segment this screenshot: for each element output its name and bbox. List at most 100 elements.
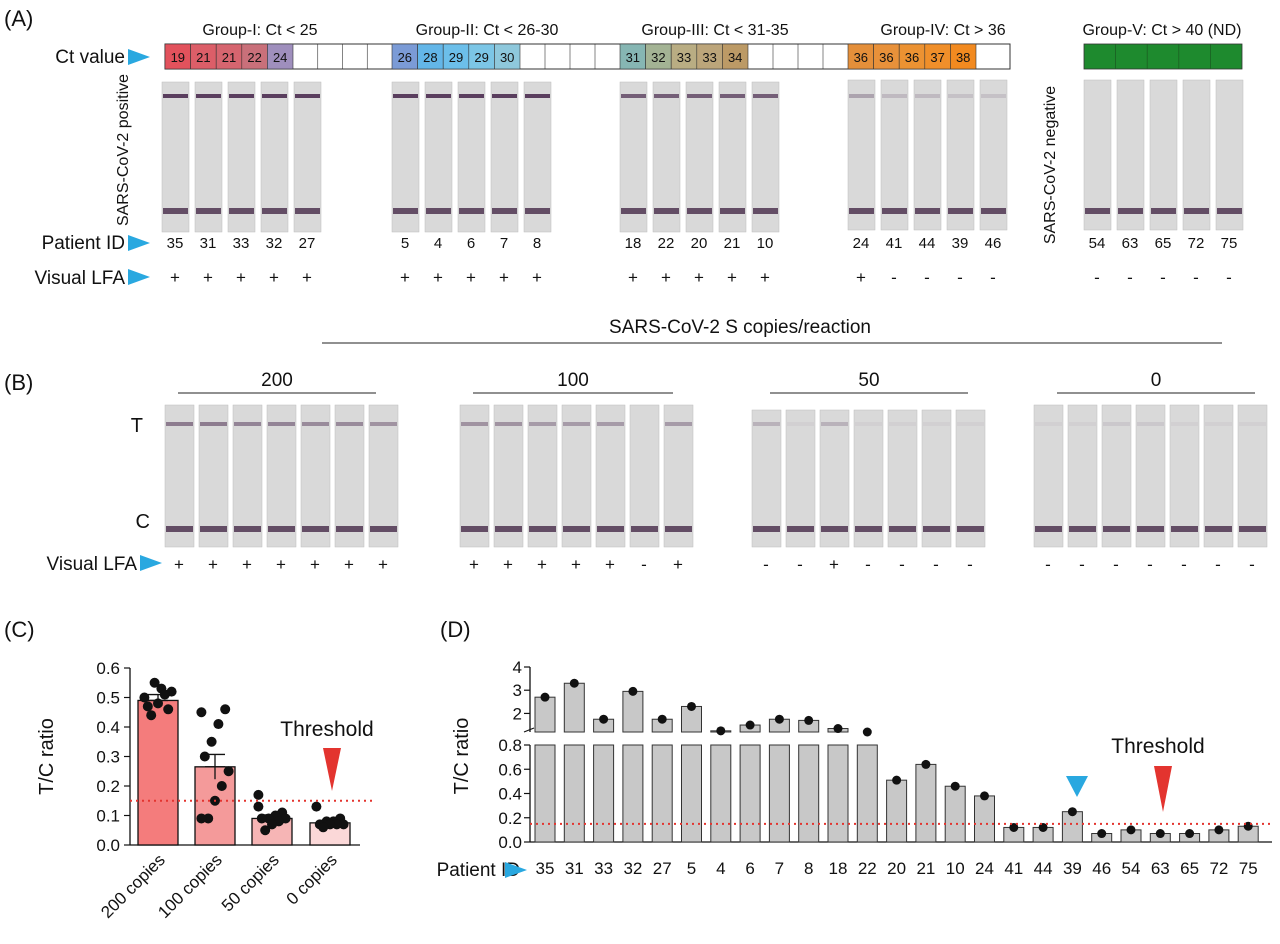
control-line — [461, 526, 488, 532]
control-line — [234, 526, 261, 532]
y-tick-label-d: 0.2 — [498, 809, 522, 828]
strip-b-g3-2 — [785, 409, 816, 548]
visual-lfa-value: - — [924, 268, 930, 287]
patient-id-tick: 31 — [565, 859, 584, 878]
visual-lfa-value-b: - — [1079, 555, 1085, 574]
data-point — [311, 801, 322, 812]
control-line — [1035, 526, 1062, 532]
patient-39-arrow-icon — [1066, 776, 1088, 797]
threshold-arrow-icon — [323, 748, 341, 791]
control-line — [849, 208, 874, 214]
ct-cell-value: 24 — [273, 50, 287, 65]
visual-lfa-value-b: + — [537, 555, 547, 574]
strip-b-g4-4 — [1135, 404, 1166, 548]
patient-id-value: 18 — [625, 235, 642, 252]
data-point-d — [921, 759, 931, 769]
strip-b-g1-3 — [232, 404, 263, 548]
strip-body — [300, 404, 331, 548]
bar-d-lower — [798, 744, 820, 843]
y-tick-label-c: 0.2 — [96, 777, 120, 796]
control-line — [882, 208, 907, 214]
patient-id-tick: 75 — [1239, 859, 1258, 878]
data-point — [199, 751, 210, 762]
visual-lfa-value-b: - — [1045, 555, 1051, 574]
patient-id-tick: 20 — [887, 859, 906, 878]
test-line — [495, 422, 522, 426]
control-line — [262, 208, 287, 214]
strip-b-g1-7 — [368, 404, 399, 548]
strip-body — [368, 404, 399, 548]
ct-cell-value: 29 — [449, 50, 463, 65]
bar-d-lower — [593, 744, 615, 843]
test-line — [1205, 422, 1232, 426]
strip-a-g4-2 — [880, 79, 909, 231]
group-title-1: Group-I: Ct < 25 — [202, 22, 317, 39]
data-point-d — [862, 727, 872, 737]
strip-a-g3-1 — [619, 81, 648, 233]
test-line — [461, 422, 488, 426]
test-line — [1035, 422, 1062, 426]
strip-body — [391, 81, 420, 233]
control-line — [563, 526, 590, 532]
test-line — [687, 94, 712, 98]
test-line — [563, 422, 590, 426]
panel-label-b: (B) — [4, 370, 33, 395]
ct-cell — [417, 43, 444, 70]
data-point-d — [804, 715, 814, 725]
strip-body — [979, 79, 1008, 231]
copies-title-100: 100 — [557, 370, 589, 391]
strip-b-g1-6 — [334, 404, 365, 548]
strip-body — [490, 81, 519, 233]
patient-id-value: 22 — [658, 235, 675, 252]
patient-id-value: 65 — [1155, 235, 1172, 252]
copies-title-0: 0 — [1151, 370, 1162, 391]
patient-id-tick: 18 — [829, 859, 848, 878]
control-line — [1069, 526, 1096, 532]
ct-cell — [442, 43, 470, 70]
ct-cell-nd — [1083, 43, 1243, 70]
patient-id-value: 35 — [167, 235, 184, 252]
visual-lfa-value-b: + — [378, 555, 388, 574]
group-title-5: Group-V: Ct > 40 (ND) — [1082, 22, 1241, 39]
patient-id-tick: 33 — [594, 859, 613, 878]
data-point — [206, 736, 217, 747]
ct-cell — [164, 43, 191, 70]
patient-id-label-d: Patient ID — [437, 860, 520, 881]
visual-lfa-value-b: + — [673, 555, 683, 574]
visual-lfa-value-b: - — [1249, 555, 1255, 574]
patient-id-tick: 41 — [1004, 859, 1023, 878]
bar-d — [944, 785, 966, 843]
test-line — [720, 94, 745, 98]
strip-body — [652, 81, 681, 233]
strip-body — [785, 409, 816, 548]
data-point — [146, 710, 157, 721]
control-line — [295, 208, 320, 214]
strip-a-g5-3 — [1149, 79, 1178, 231]
visual-lfa-value: + — [499, 268, 509, 287]
patient-id-tick: 44 — [1034, 859, 1053, 878]
strip-a-g1-5 — [293, 81, 322, 233]
visual-lfa-value-b: - — [641, 555, 647, 574]
visual-lfa-value-b: - — [1147, 555, 1153, 574]
test-line — [915, 94, 940, 98]
ct-cell-value: 33 — [702, 50, 716, 65]
strip-body — [493, 404, 524, 548]
patient-id-value: 7 — [500, 235, 508, 252]
strip-body — [718, 81, 747, 233]
strip-body — [424, 81, 453, 233]
strip-b-g2-1 — [459, 404, 490, 548]
strip-body — [1083, 79, 1112, 231]
patient-id-value: 75 — [1221, 235, 1238, 252]
control-line — [1205, 526, 1232, 532]
strip-body — [459, 404, 490, 548]
y-tick-label-c: 0.6 — [96, 659, 120, 678]
test-line — [163, 94, 188, 98]
control-line — [1137, 526, 1164, 532]
data-point — [267, 819, 277, 830]
strip-a-g1-1 — [161, 81, 190, 233]
visual-lfa-value: + — [203, 268, 213, 287]
strip-body — [334, 404, 365, 548]
visual-lfa-value: - — [990, 268, 996, 287]
control-line — [957, 526, 984, 532]
